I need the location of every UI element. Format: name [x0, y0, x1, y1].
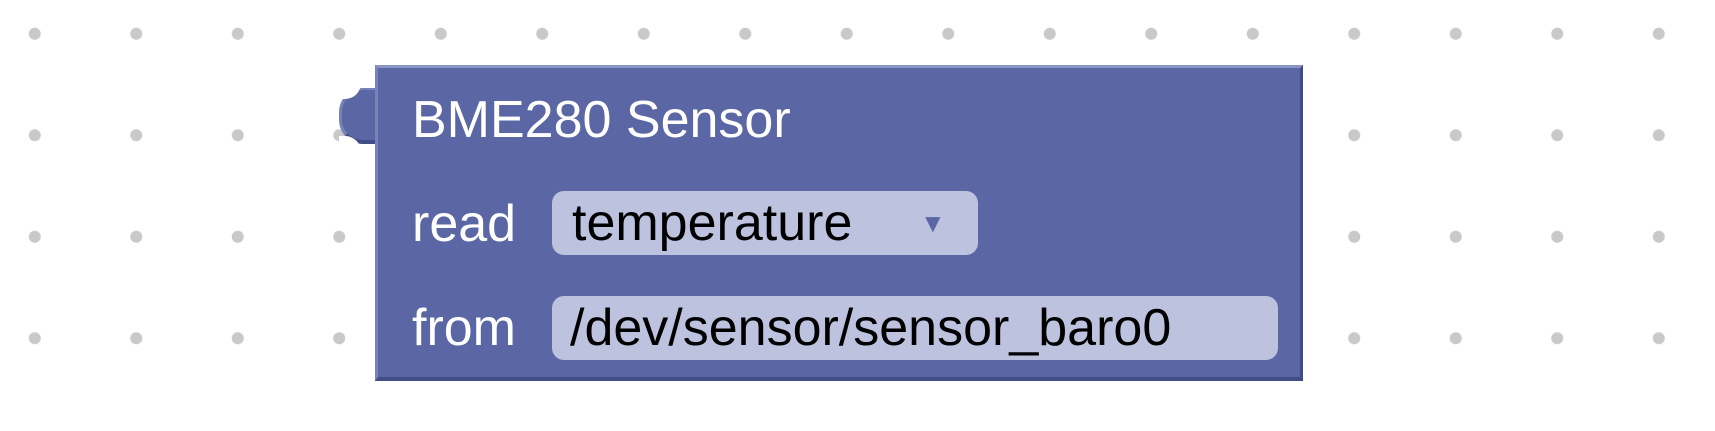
measurement-dropdown-value: temperature: [572, 194, 853, 252]
connector-notch-top: [339, 81, 361, 99]
connector-notch-bottom: [339, 136, 361, 152]
from-label: from: [412, 299, 516, 357]
device-path-field[interactable]: /dev/sensor/sensor_baro0: [552, 296, 1278, 360]
block-title: BME280 Sensor: [412, 91, 791, 149]
measurement-dropdown[interactable]: temperature ▼: [552, 191, 978, 255]
device-path-value: /dev/sensor/sensor_baro0: [570, 299, 1172, 357]
triangle-down-icon: ▼: [920, 208, 946, 238]
read-label: read: [412, 195, 517, 253]
